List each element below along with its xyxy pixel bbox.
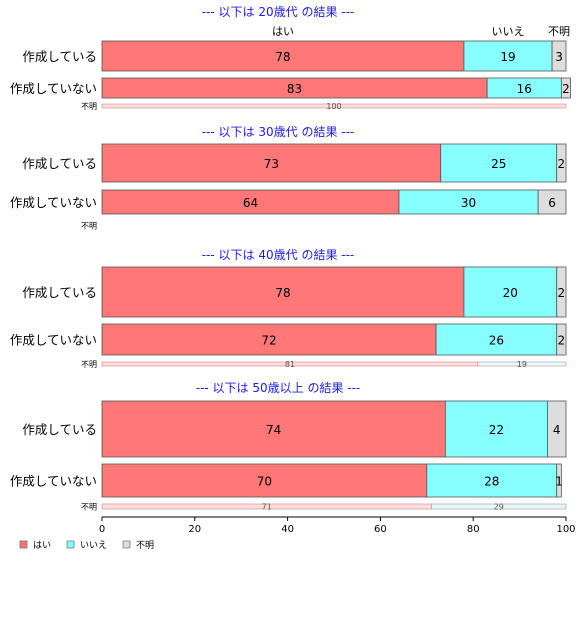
column-header: はい — [272, 25, 294, 38]
bar-segment — [537, 189, 567, 215]
group-title: --- 以下は 30歳代 の結果 --- — [202, 125, 355, 139]
data-label: 71 — [262, 503, 272, 512]
category-label: 作成している — [22, 156, 97, 171]
data-label: 29 — [494, 503, 504, 512]
category-label: 作成していない — [10, 333, 97, 348]
x-tick-label: 100 — [556, 524, 575, 535]
data-label: 83 — [287, 82, 302, 96]
category-label: 不明 — [81, 102, 97, 111]
bar-segment — [477, 361, 567, 367]
data-label: 4 — [553, 423, 561, 437]
data-label: 19 — [500, 50, 515, 64]
data-label: 2 — [558, 286, 566, 300]
data-label: 70 — [257, 475, 272, 489]
data-label: 2 — [558, 334, 566, 348]
bar-segment — [426, 463, 558, 498]
bar-segment — [556, 463, 562, 498]
category-label: 作成していない — [10, 195, 97, 210]
data-label: 30 — [461, 196, 476, 210]
data-label: 20 — [503, 286, 518, 300]
data-label: 22 — [489, 423, 504, 437]
bar-segment — [556, 323, 567, 356]
x-tick-label: 40 — [281, 524, 294, 535]
category-label: 不明 — [81, 360, 97, 369]
legend-swatch — [19, 540, 28, 549]
bar-segment — [560, 77, 572, 99]
bar-segment — [101, 400, 446, 458]
bar-segment — [463, 40, 553, 72]
bar-segment — [556, 266, 567, 318]
x-tick-label: 20 — [188, 524, 201, 535]
bar-segment — [444, 400, 548, 458]
data-label: 19 — [517, 360, 527, 369]
group-title: --- 以下は 50歳以上 の結果 --- — [196, 381, 361, 395]
data-label: 78 — [275, 50, 290, 64]
data-label: 25 — [491, 157, 506, 171]
column-header: いいえ — [492, 25, 525, 38]
data-label: 3 — [555, 50, 563, 64]
legend-label: いいえ — [80, 540, 107, 551]
bar-segment — [551, 40, 567, 72]
bar-segment — [547, 400, 567, 458]
data-label: 2 — [558, 157, 566, 171]
category-label: 作成している — [22, 422, 97, 437]
category-label: 作成していない — [10, 474, 97, 489]
data-label: 26 — [489, 334, 504, 348]
category-label: 作成している — [22, 49, 97, 64]
data-label: 2 — [562, 82, 570, 96]
group-title: --- 以下は 40歳代 の結果 --- — [202, 248, 355, 262]
data-label: 73 — [264, 157, 279, 171]
data-label: 72 — [261, 334, 276, 348]
data-label: 81 — [285, 360, 295, 369]
bar-segment — [435, 323, 558, 356]
group-title: --- 以下は 20歳代 の結果 --- — [202, 5, 355, 19]
x-tick-label: 0 — [99, 524, 105, 535]
bar-segment — [101, 323, 437, 356]
data-label: 74 — [266, 423, 281, 437]
bar-segment — [398, 189, 539, 215]
category-label: 作成していない — [10, 81, 97, 96]
legend-label: はい — [33, 540, 51, 551]
bar-segment — [101, 266, 465, 318]
data-label: 64 — [243, 196, 258, 210]
data-label: 28 — [484, 475, 499, 489]
column-header: 不明 — [548, 25, 570, 38]
data-label: 78 — [275, 286, 290, 300]
data-label: 1 — [555, 475, 563, 489]
bar-segment — [101, 40, 465, 72]
category-label: 作成している — [22, 285, 97, 300]
category-label: 不明 — [81, 222, 97, 231]
category-label: 不明 — [81, 503, 97, 512]
data-label: 6 — [548, 196, 556, 210]
bar-segment — [101, 103, 567, 109]
x-tick-label: 60 — [374, 524, 387, 535]
bar-segment — [431, 503, 567, 510]
bar-segment — [463, 266, 558, 318]
x-tick-label: 80 — [467, 524, 480, 535]
data-label: 100 — [326, 102, 341, 111]
legend-label: 不明 — [136, 540, 154, 551]
legend-swatch — [122, 540, 131, 549]
data-label: 16 — [517, 82, 532, 96]
legend-swatch — [66, 540, 75, 549]
bar-segment — [556, 143, 567, 183]
